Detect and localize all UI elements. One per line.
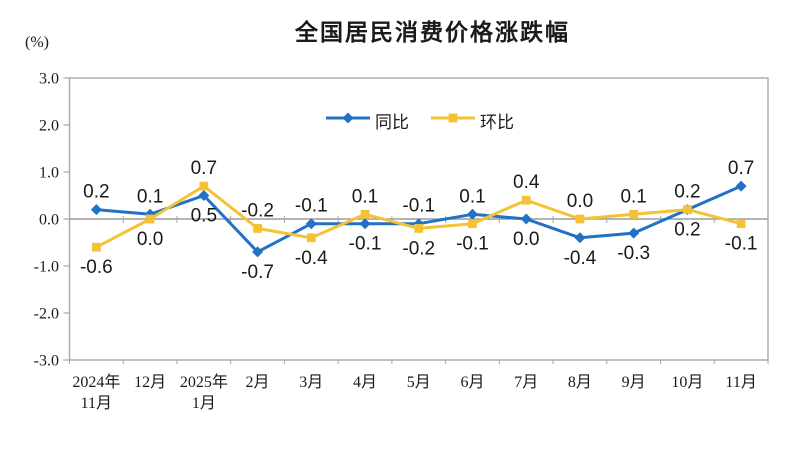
mom-point-marker	[306, 233, 316, 243]
yoy-point-marker	[305, 218, 317, 230]
yoy-point-marker	[198, 190, 210, 201]
mom-point-marker	[629, 209, 639, 219]
chart-legend: 同比 环比	[40, 108, 800, 133]
mom-point-marker	[521, 195, 531, 205]
x-axis-label: 6月	[460, 374, 484, 391]
mom-data-label: 0.0	[567, 191, 593, 212]
legend-marker-icon	[326, 112, 370, 124]
mom-point-marker	[736, 219, 746, 229]
mom-point-marker	[91, 242, 101, 252]
y-axis-tick-label: 2.0	[39, 118, 59, 135]
mom-data-label: -0.6	[80, 257, 113, 278]
yoy-data-label: 0.2	[674, 182, 700, 203]
legend-label-yoy: 同比	[375, 113, 409, 132]
x-axis-label: 8月	[568, 374, 592, 391]
yoy-data-label: 0.1	[137, 186, 163, 207]
mom-data-label: 0.4	[513, 172, 540, 193]
y-axis-tick-label: 0.0	[39, 212, 59, 229]
y-axis-tick-label: -2.0	[34, 306, 59, 323]
mom-data-label: -0.1	[725, 234, 758, 255]
yoy-data-label: -0.1	[402, 196, 435, 217]
y-axis-unit-label: (%)	[25, 34, 49, 51]
yoy-data-label: 0.0	[513, 229, 539, 250]
mom-data-label: 0.0	[137, 229, 163, 250]
mom-data-label: -0.1	[456, 234, 489, 255]
mom-data-label: 0.7	[191, 158, 217, 179]
mom-data-label: 0.1	[620, 186, 646, 207]
yoy-point-marker	[574, 232, 586, 244]
x-axis-label: 3月	[299, 374, 323, 391]
mom-point-marker	[199, 181, 209, 191]
x-axis-label: 9月	[622, 374, 646, 391]
legend-item-mom: 环比	[431, 108, 514, 133]
legend-marker-icon	[431, 113, 475, 123]
legend-item-yoy: 同比	[326, 108, 409, 133]
yoy-data-label: -0.1	[295, 196, 328, 217]
y-axis-tick-label: -1.0	[34, 259, 59, 276]
yoy-data-label: 0.5	[191, 206, 217, 227]
x-axis-label: 10月	[671, 374, 703, 391]
yoy-point-marker	[90, 204, 102, 216]
x-axis-label: 2024年 11月	[72, 373, 120, 412]
mom-point-marker	[414, 224, 424, 233]
x-axis-label: 2月	[246, 374, 270, 391]
yoy-data-label: 0.2	[83, 182, 109, 203]
mom-point-marker	[468, 219, 477, 229]
y-axis-tick-label: -3.0	[34, 353, 59, 370]
yoy-data-label: -0.7	[241, 262, 274, 283]
x-axis-label: 4月	[353, 374, 377, 391]
yoy-data-label: 0.7	[728, 158, 754, 179]
mom-point-marker	[253, 224, 262, 233]
mom-point-marker	[360, 209, 370, 219]
mom-data-label: -0.4	[295, 248, 328, 269]
mom-data-label: -0.2	[402, 238, 435, 259]
mom-line-swatch	[431, 111, 475, 130]
yoy-data-label: -0.3	[617, 243, 650, 264]
x-axis-label: 2025年 1月	[180, 373, 228, 412]
mom-point-marker	[683, 205, 692, 214]
yoy-point-marker	[466, 208, 478, 220]
yoy-point-marker	[252, 246, 264, 258]
yoy-line-swatch	[326, 111, 370, 130]
chart-title: 全国居民消费价格涨跌幅	[295, 20, 570, 45]
legend-label-mom: 环比	[480, 113, 514, 132]
yoy-data-label: 0.1	[459, 186, 485, 207]
y-axis-tick-label: 3.0	[39, 71, 59, 88]
x-axis-label: 12月	[134, 374, 166, 391]
yoy-data-label: -0.4	[564, 248, 597, 269]
mom-point-marker	[575, 214, 585, 224]
yoy-point-marker	[628, 227, 640, 239]
yoy-point-marker	[359, 218, 371, 230]
y-axis-tick-label: 1.0	[39, 165, 59, 182]
yoy-point-marker	[735, 180, 747, 192]
yoy-data-label: -0.1	[349, 234, 382, 255]
mom-data-label: -0.2	[241, 200, 274, 221]
mom-data-label: 0.2	[674, 220, 700, 241]
yoy-point-marker	[520, 213, 532, 225]
x-axis-label: 11月	[725, 374, 756, 391]
mom-data-label: 0.1	[352, 186, 378, 207]
x-axis-label: 5月	[407, 374, 431, 391]
x-axis-label: 7月	[514, 374, 538, 391]
mom-point-marker	[145, 214, 155, 224]
